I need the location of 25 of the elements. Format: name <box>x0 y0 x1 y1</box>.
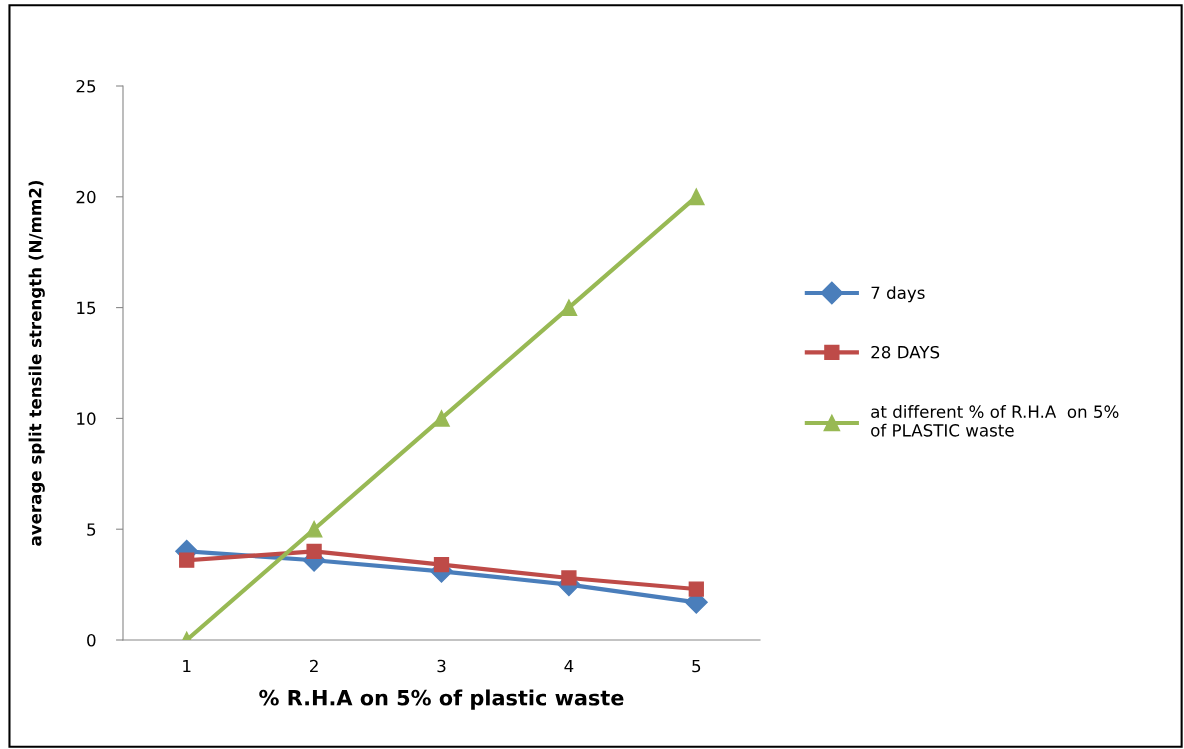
point <box>306 543 322 559</box>
point <box>688 581 704 597</box>
y-tick-label: 20 <box>76 190 96 204</box>
point <box>433 557 450 573</box>
x-tick-label: 5 <box>692 659 701 673</box>
point <box>560 299 578 316</box>
point <box>305 520 323 538</box>
y-tick-label: 15 <box>77 301 96 315</box>
point <box>561 570 577 586</box>
y-tick-label: 10 <box>77 412 96 425</box>
x-tick-label: 2 <box>310 659 318 673</box>
legend-label: 7 days <box>871 286 925 303</box>
x-axis-title: % R.H.A on 5% of plastic waste <box>259 689 624 710</box>
y-tick-label: 0 <box>87 633 96 647</box>
y-axis-title: average split tensile strength (N/mm2) <box>28 180 45 546</box>
x-tick-label: 4 <box>564 659 574 673</box>
point <box>687 188 705 206</box>
point <box>179 552 195 568</box>
x-tick-label: 1 <box>183 659 191 673</box>
y-tick-label: 5 <box>87 523 96 536</box>
y-tick-label: 25 <box>76 79 96 93</box>
legend-label: at different % of R.H.A on 5% of PLASTIC waste <box>871 405 1119 437</box>
x-tick-label: 3 <box>437 659 446 673</box>
point <box>433 410 450 427</box>
legend-label: 28 DAYS <box>871 345 940 359</box>
